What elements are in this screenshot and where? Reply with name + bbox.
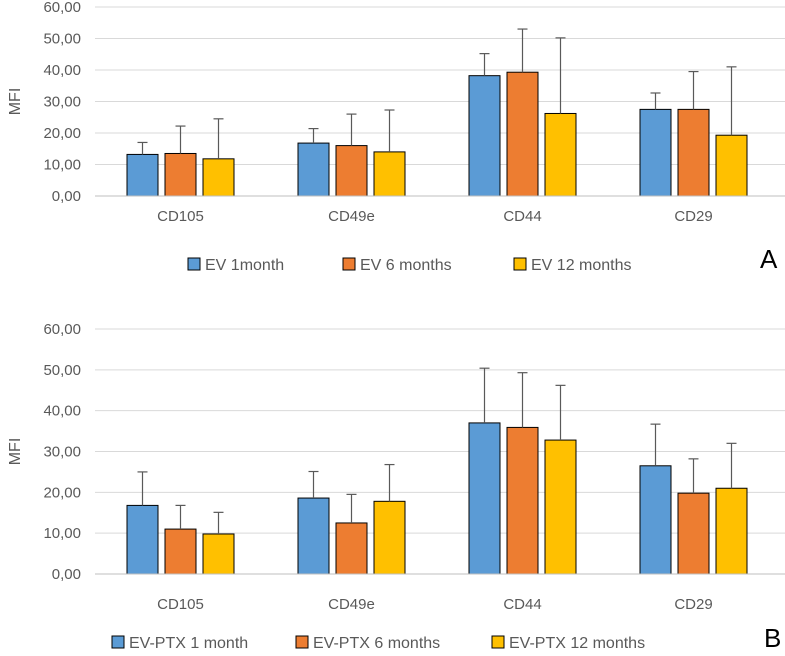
y-tick-label: 60,00 <box>43 0 81 16</box>
y-axis-title: MFI <box>7 88 24 116</box>
panel-letter: B <box>764 623 781 653</box>
bar-cd29-series-2 <box>677 108 710 197</box>
bar-cd44-series-3 <box>544 439 577 575</box>
bar-cd29-series-1 <box>639 108 672 197</box>
legend-swatch <box>295 635 309 649</box>
x-category-label: CD105 <box>157 596 204 613</box>
bar-cd29-series-1 <box>639 465 672 575</box>
y-tick-label: 0,00 <box>52 188 81 205</box>
legend-label: EV 6 months <box>360 257 452 274</box>
bar-cd49e-series-2 <box>335 145 368 197</box>
legend-swatch <box>491 635 505 649</box>
bar-cd29-series-3 <box>715 487 748 575</box>
y-tick-label: 40,00 <box>43 403 81 420</box>
bar-cd49e-series-3 <box>373 500 406 575</box>
bar-cd49e-series-2 <box>335 522 368 575</box>
legend-label: EV-PTX 6 months <box>313 635 440 652</box>
bar-cd105-series-3 <box>202 533 235 575</box>
x-category-label: CD29 <box>674 208 712 225</box>
bar-cd44-series-3 <box>544 112 577 197</box>
x-category-label: CD44 <box>503 208 541 225</box>
bar-cd44-series-2 <box>506 426 539 575</box>
y-tick-label: 50,00 <box>43 31 81 48</box>
bar-cd105-series-2 <box>164 152 197 197</box>
bar-cd49e-series-1 <box>297 142 330 197</box>
y-tick-label: 0,00 <box>52 566 81 583</box>
y-tick-label: 50,00 <box>43 362 81 379</box>
x-category-label: CD29 <box>674 596 712 613</box>
legend-swatch <box>187 257 201 271</box>
y-tick-label: 60,00 <box>43 321 81 338</box>
bar-cd44-series-2 <box>506 71 539 197</box>
bar-cd29-series-2 <box>677 492 710 575</box>
y-tick-label: 40,00 <box>43 62 81 79</box>
legend-swatch <box>342 257 356 271</box>
x-category-label: CD105 <box>157 208 204 225</box>
y-tick-label: 30,00 <box>43 94 81 111</box>
bar-cd44-series-1 <box>468 75 501 197</box>
x-category-label: CD49e <box>328 208 375 225</box>
bar-cd49e-series-1 <box>297 497 330 575</box>
y-tick-label: 10,00 <box>43 525 81 542</box>
y-tick-label: 20,00 <box>43 125 81 142</box>
y-tick-label: 10,00 <box>43 157 81 174</box>
legend-swatch <box>111 635 125 649</box>
legend-label: EV-PTX 1 month <box>129 635 248 652</box>
legend-label: EV 1month <box>205 257 284 274</box>
legend-label: EV 12 months <box>531 257 632 274</box>
bar-cd105-series-2 <box>164 528 197 575</box>
bar-cd29-series-3 <box>715 134 748 197</box>
legend-label: EV-PTX 12 months <box>509 635 645 652</box>
y-axis-title: MFI <box>7 438 24 466</box>
bar-cd105-series-1 <box>126 504 159 575</box>
chart-panel-b: 0,00 10,00 20,00 30,00 40,00 50,00 60,00 MFI CD1… <box>7 321 785 653</box>
chart-panel-a: 0,00 10,00 20,00 30,00 40,00 50,00 60,00 MFI CD1… <box>7 0 785 274</box>
legend-swatch <box>513 257 527 271</box>
bar-cd105-series-1 <box>126 153 159 197</box>
bar-cd105-series-3 <box>202 158 235 197</box>
x-category-label: CD44 <box>503 596 541 613</box>
bar-cd44-series-1 <box>468 422 501 575</box>
y-tick-label: 20,00 <box>43 484 81 501</box>
x-category-label: CD49e <box>328 596 375 613</box>
y-tick-label: 30,00 <box>43 444 81 461</box>
panel-letter: A <box>760 244 778 274</box>
bar-cd49e-series-3 <box>373 151 406 197</box>
